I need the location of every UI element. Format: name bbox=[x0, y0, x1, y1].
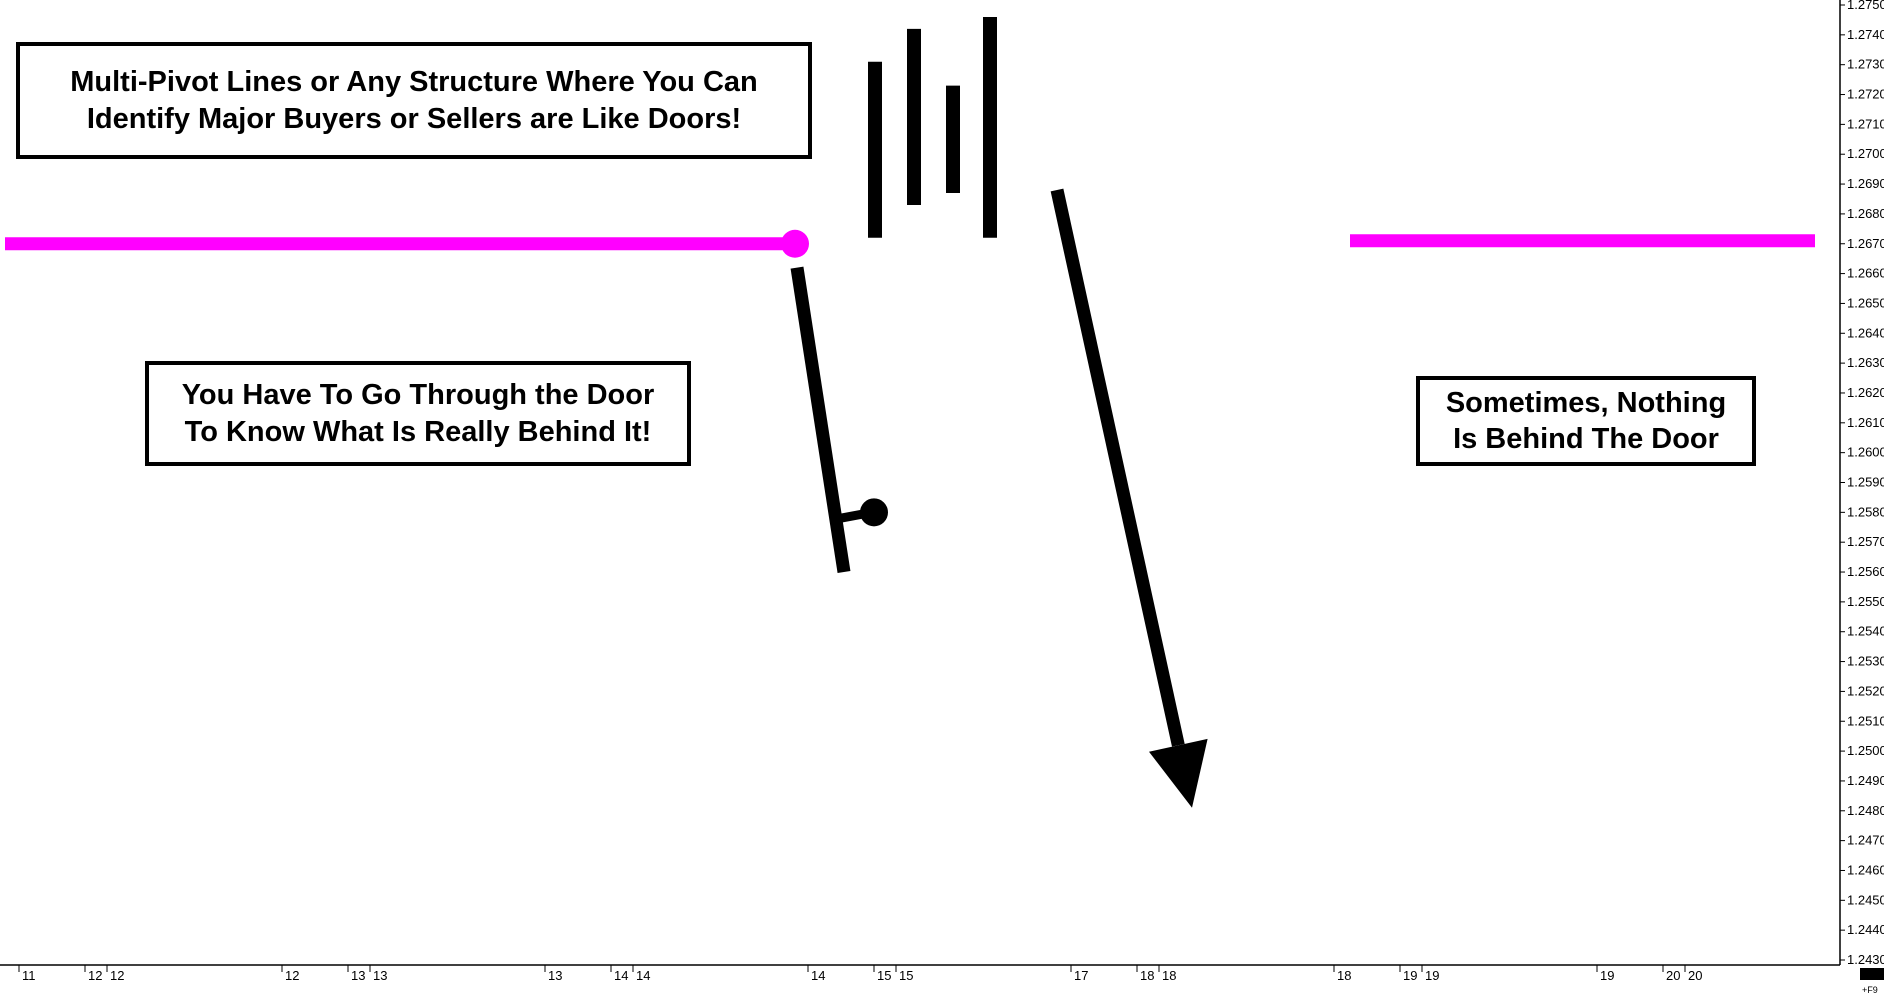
y-tick-label: 1.2540 bbox=[1847, 624, 1884, 639]
x-tick-label: 14 bbox=[614, 968, 628, 983]
y-tick-label: 1.2570 bbox=[1847, 534, 1884, 549]
x-tick-label: 12 bbox=[110, 968, 124, 983]
y-tick-label: 1.2590 bbox=[1847, 475, 1884, 490]
scroll-label: +F9 bbox=[1862, 985, 1878, 995]
y-tick-label: 1.2610 bbox=[1847, 415, 1884, 430]
callout-go-through-door: You Have To Go Through the Door To Know … bbox=[145, 361, 691, 466]
x-tick-label: 11 bbox=[22, 968, 36, 983]
y-tick-label: 1.2490 bbox=[1847, 773, 1884, 788]
y-tick-label: 1.2720 bbox=[1847, 87, 1884, 102]
callout-multi-pivot: Multi-Pivot Lines or Any Structure Where… bbox=[16, 42, 812, 159]
x-tick-label: 18 bbox=[1162, 968, 1176, 983]
y-tick-label: 1.2480 bbox=[1847, 803, 1884, 818]
x-tick-label: 15 bbox=[899, 968, 913, 983]
y-tick-label: 1.2670 bbox=[1847, 236, 1884, 251]
close-dot bbox=[860, 498, 888, 527]
price-bars bbox=[790, 16, 997, 574]
y-tick-label: 1.2430 bbox=[1847, 952, 1884, 967]
y-tick-label: 1.2600 bbox=[1847, 445, 1884, 460]
level-pivot-dot bbox=[781, 229, 809, 258]
arrow-head bbox=[1149, 738, 1208, 808]
y-tick-label: 1.2580 bbox=[1847, 504, 1884, 519]
x-tick-label: 12 bbox=[285, 968, 299, 983]
y-tick-label: 1.2690 bbox=[1847, 176, 1884, 191]
x-tick-label: 13 bbox=[351, 968, 365, 983]
x-tick-label: 17 bbox=[1074, 968, 1088, 983]
callout-line: Multi-Pivot Lines or Any Structure Where… bbox=[70, 66, 758, 99]
y-tick-label: 1.2630 bbox=[1847, 355, 1884, 370]
x-tick-label: 12 bbox=[88, 968, 102, 983]
callout-line: Sometimes, Nothing bbox=[1445, 386, 1727, 419]
y-tick-label: 1.2520 bbox=[1847, 683, 1884, 698]
y-tick-label: 1.2530 bbox=[1847, 654, 1884, 669]
x-tick-label: 19 bbox=[1403, 968, 1417, 983]
x-tick-label: 20 bbox=[1688, 968, 1702, 983]
y-tick-label: 1.2660 bbox=[1847, 266, 1884, 281]
y-tick-label: 1.2700 bbox=[1847, 146, 1884, 161]
price-axis-ticks: 1.2430 1.2440 1.2450 1.2460 1.2470 1.2480 1.24… bbox=[1840, 0, 1884, 967]
level-lines bbox=[5, 229, 1815, 258]
y-tick-label: 1.2500 bbox=[1847, 743, 1884, 758]
x-tick-label: 13 bbox=[548, 968, 562, 983]
callout-line: To Know What Is Really Behind It! bbox=[184, 415, 652, 448]
x-tick-label: 14 bbox=[811, 968, 825, 983]
down-arrow bbox=[1050, 188, 1208, 808]
y-tick-label: 1.2550 bbox=[1847, 594, 1884, 609]
callout-nothing-behind: Sometimes, Nothing Is Behind The Door bbox=[1416, 376, 1756, 466]
y-tick-label: 1.2680 bbox=[1847, 206, 1884, 221]
callout-line: Identify Major Buyers or Sellers are Lik… bbox=[86, 102, 742, 135]
y-tick-label: 1.2650 bbox=[1847, 295, 1884, 310]
x-tick-label: 18 bbox=[1337, 968, 1351, 983]
x-tick-label: 19 bbox=[1425, 968, 1439, 983]
x-tick-label: 15 bbox=[877, 968, 891, 983]
y-tick-label: 1.2640 bbox=[1847, 325, 1884, 340]
callout-line: Is Behind The Door bbox=[1453, 423, 1719, 455]
y-tick-label: 1.2450 bbox=[1847, 892, 1884, 907]
y-tick-label: 1.2460 bbox=[1847, 862, 1884, 877]
y-tick-label: 1.2730 bbox=[1847, 57, 1884, 72]
breakout-bar bbox=[790, 266, 851, 574]
y-tick-label: 1.2740 bbox=[1847, 27, 1884, 42]
x-tick-label: 20 bbox=[1666, 968, 1680, 983]
x-tick-label: 19 bbox=[1600, 968, 1614, 983]
arrow-shaft bbox=[1050, 188, 1185, 747]
x-tick-label: 18 bbox=[1140, 968, 1154, 983]
x-tick-label: 14 bbox=[636, 968, 650, 983]
callout-line: You Have To Go Through the Door bbox=[181, 379, 655, 412]
y-tick-label: 1.2710 bbox=[1847, 116, 1884, 131]
x-tick-label: 13 bbox=[373, 968, 387, 983]
y-tick-label: 1.2620 bbox=[1847, 385, 1884, 400]
y-tick-label: 1.2750 bbox=[1847, 0, 1884, 12]
y-tick-label: 1.2470 bbox=[1847, 833, 1884, 848]
y-tick-label: 1.2560 bbox=[1847, 564, 1884, 579]
y-tick-label: 1.2510 bbox=[1847, 713, 1884, 728]
scroll-handle[interactable] bbox=[1860, 968, 1884, 980]
time-axis-ticks: 11 12 12 12 13 13 13 14 14 14 15 15 17 18 18 18 19 19 19 20… bbox=[18, 965, 1702, 983]
y-tick-label: 1.2440 bbox=[1847, 922, 1884, 937]
